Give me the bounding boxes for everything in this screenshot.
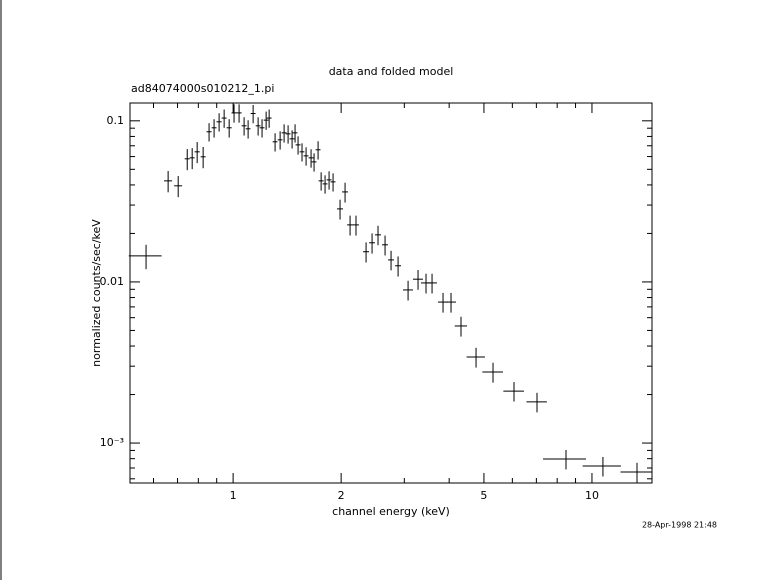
timestamp: 28-Apr-1998 21:48 <box>642 521 717 530</box>
y-axis-label: normalized counts/sec/keV <box>90 219 103 367</box>
y-tick-label: 10⁻³ <box>100 436 124 449</box>
x-tick-label: 5 <box>480 489 487 502</box>
plot-frame <box>129 102 653 484</box>
x-tick-label: 10 <box>585 489 599 502</box>
y-tick-label: 0.1 <box>107 114 125 127</box>
x-axis-label: channel energy (keV) <box>332 505 450 518</box>
y-tick-label: 0.01 <box>100 275 125 288</box>
chart-title: data and folded model <box>329 65 454 78</box>
chart-subtitle: ad84074000s010212_1.pi <box>131 82 274 95</box>
x-tick-label: 2 <box>338 489 345 502</box>
x-tick-label: 1 <box>230 489 237 502</box>
